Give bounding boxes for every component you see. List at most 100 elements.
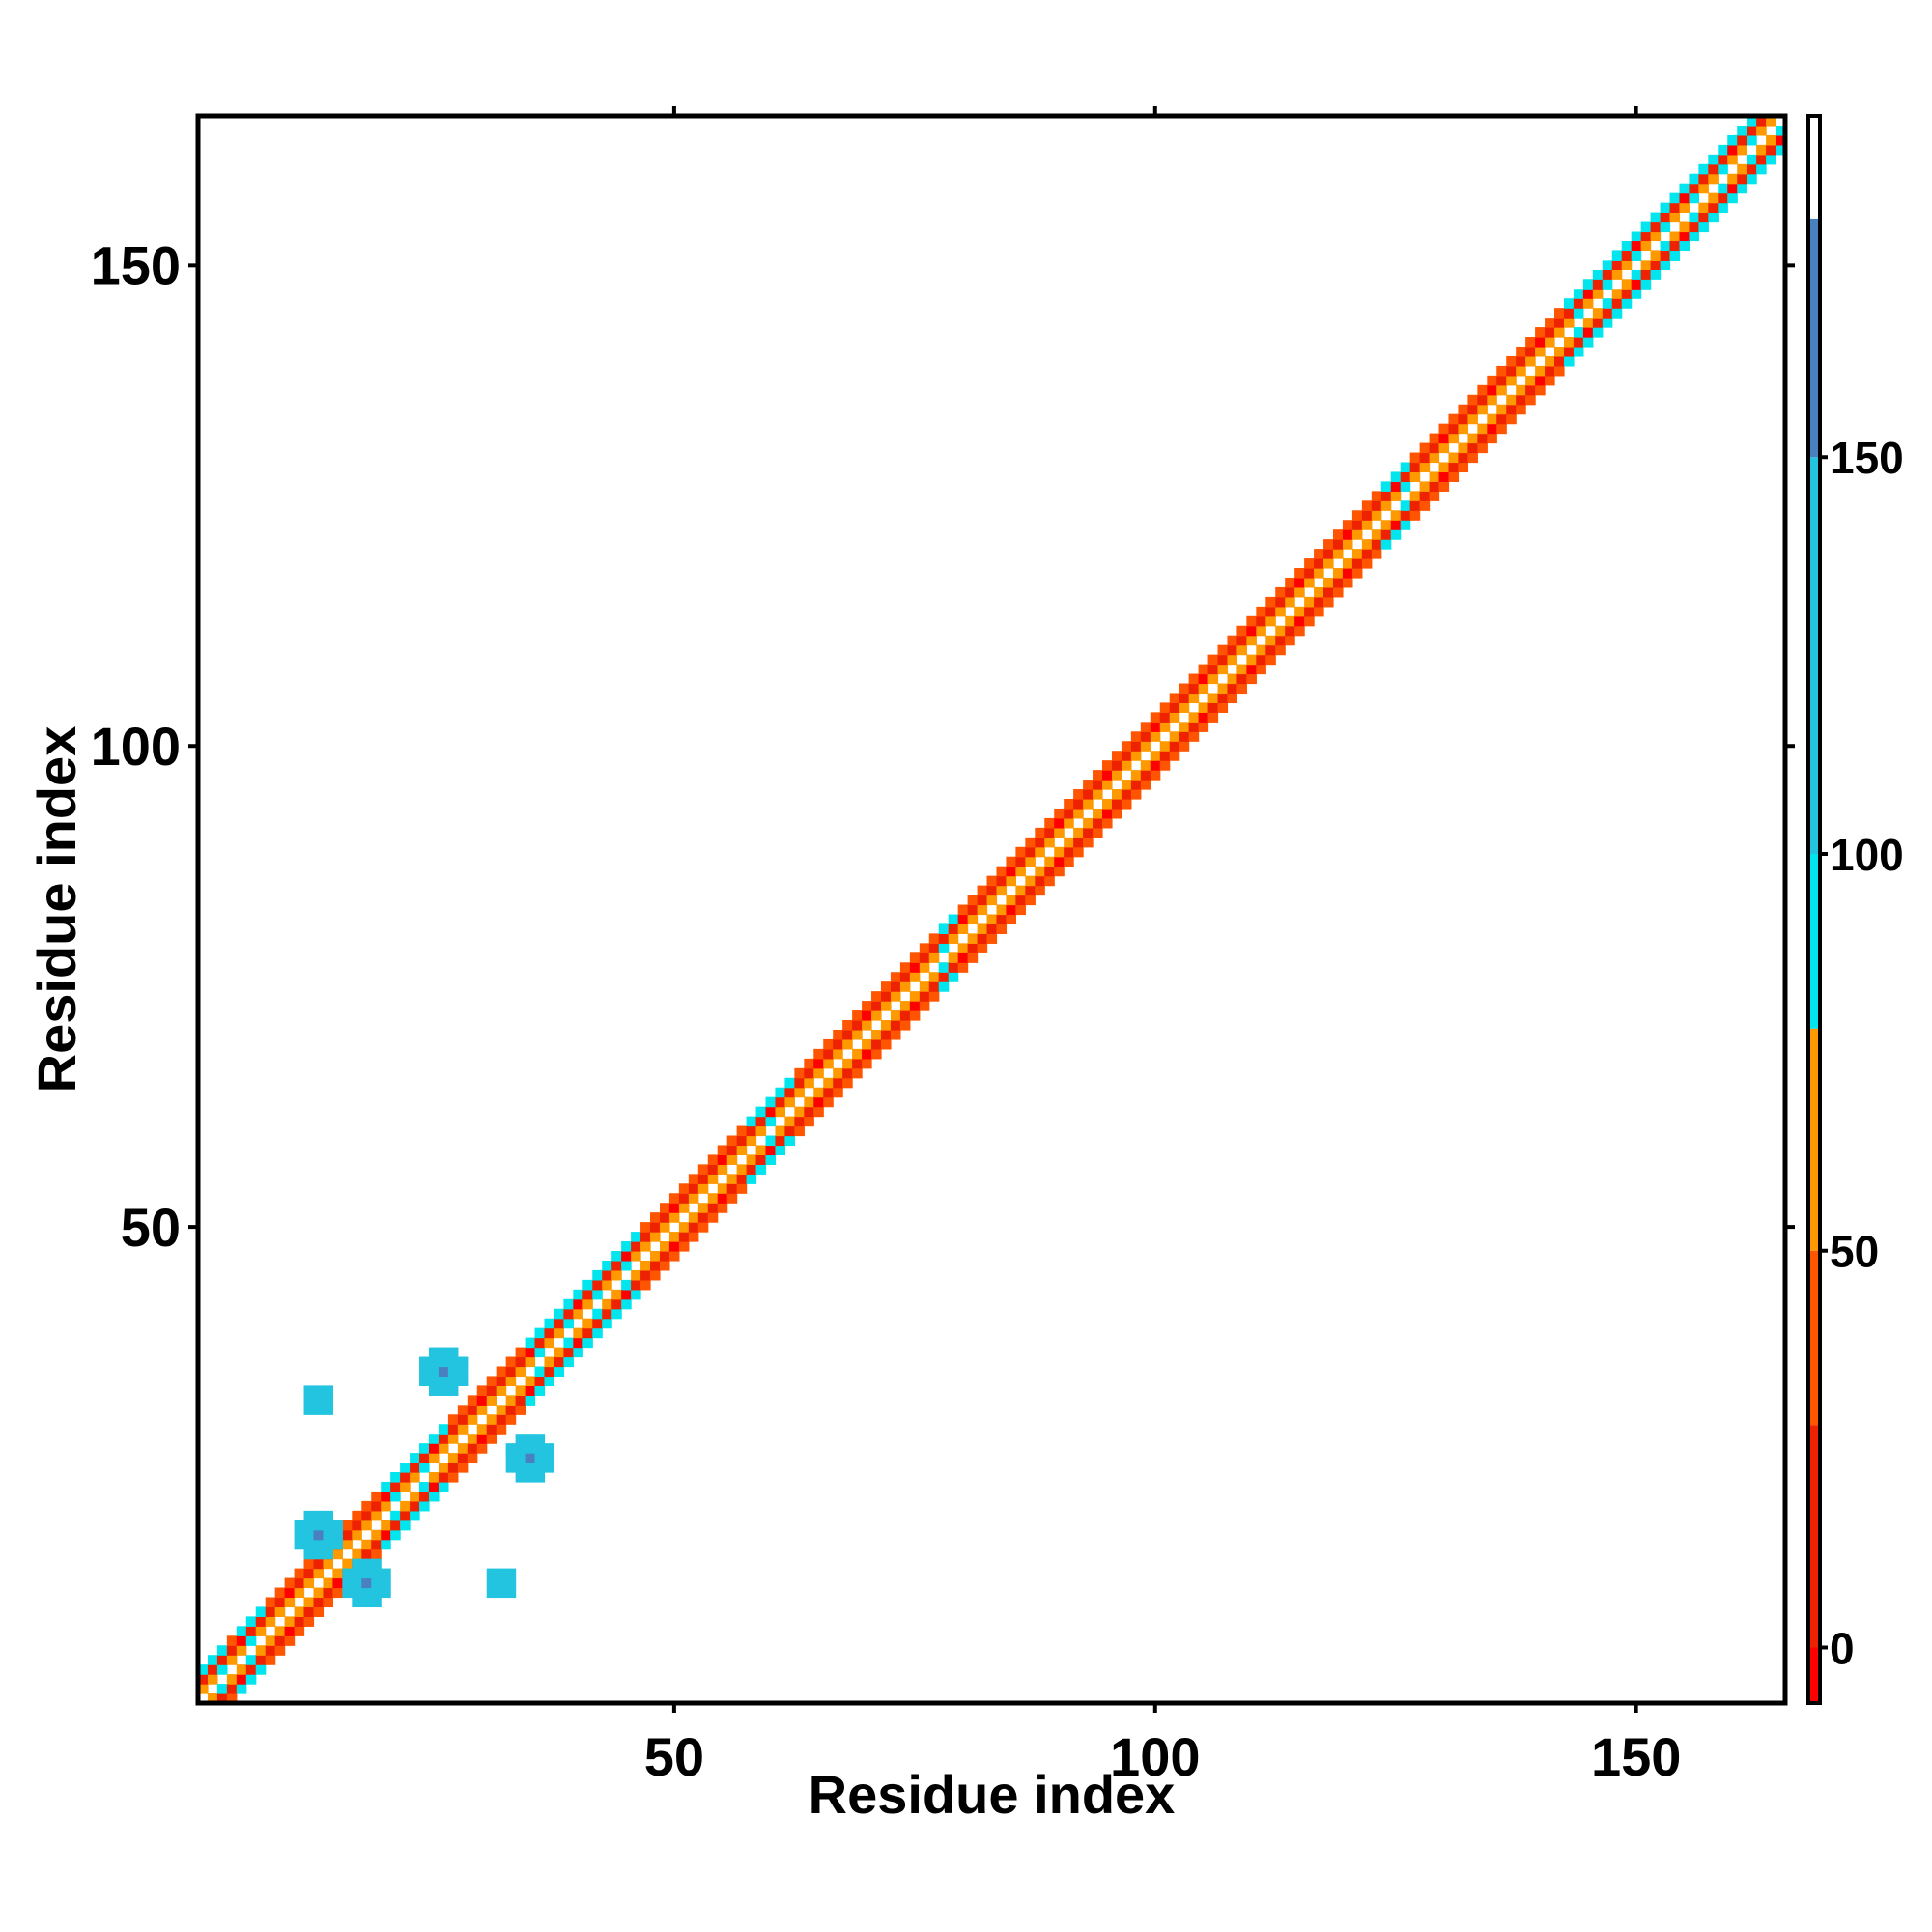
heatmap-cell: [525, 1453, 536, 1463]
heatmap-cell: [1159, 741, 1171, 752]
heatmap-cell: [996, 866, 1008, 877]
x-tick-label: 150: [1591, 1726, 1681, 1787]
heatmap-cell: [804, 1067, 814, 1079]
heatmap-cell: [323, 1577, 334, 1589]
heatmap-cell: [1621, 289, 1633, 299]
heatmap-cell: [1332, 549, 1344, 559]
heatmap-cell: [1419, 462, 1431, 473]
heatmap-cell: [284, 1577, 296, 1589]
heatmap-cell: [525, 1434, 536, 1444]
heatmap-cell: [804, 1116, 814, 1127]
heatmap-cell: [967, 904, 979, 916]
heatmap-cell: [833, 1048, 843, 1060]
heatmap-cell: [332, 1568, 343, 1579]
colorbar-tick-label: 150: [1830, 433, 1904, 483]
heatmap-cell: [476, 1385, 488, 1396]
heatmap-cell: [938, 923, 950, 934]
heatmap-cell: [1294, 577, 1305, 588]
heatmap-cell: [1718, 144, 1728, 156]
heatmap-cell: [313, 1606, 325, 1617]
heatmap-cell: [236, 1664, 247, 1675]
heatmap-cell: [1198, 722, 1209, 732]
heatmap-cell: [1496, 404, 1507, 415]
heatmap-cell: [1554, 308, 1565, 319]
heatmap-cell: [226, 1693, 238, 1704]
heatmap-cell: [659, 1260, 670, 1271]
heatmap-cell: [245, 1655, 257, 1665]
heatmap-cell: [842, 1029, 853, 1040]
heatmap-cell: [1361, 510, 1373, 521]
heatmap-cell: [1006, 904, 1016, 916]
heatmap-cell: [544, 1318, 555, 1329]
heatmap-cell: [928, 933, 940, 944]
heatmap-cell: [1035, 846, 1045, 858]
heatmap-cell: [236, 1635, 247, 1646]
heatmap-cell: [245, 1616, 257, 1627]
heatmap-cell: [1409, 500, 1421, 511]
heatmap-cell: [1083, 827, 1094, 838]
heatmap-cell: [1506, 355, 1517, 367]
heatmap-cell: [1535, 337, 1546, 348]
heatmap-cell: [1621, 298, 1633, 309]
heatmap-cell: [323, 1405, 334, 1415]
heatmap-cell: [1409, 452, 1421, 464]
heatmap-cell: [1332, 568, 1344, 579]
heatmap-cell: [957, 943, 969, 953]
heatmap-cell: [659, 1222, 670, 1233]
heatmap-cell: [1044, 817, 1055, 829]
heatmap-cell: [447, 1453, 459, 1463]
heatmap-cell: [323, 1548, 334, 1560]
heatmap-cell: [371, 1529, 382, 1541]
heatmap-cell: [1477, 442, 1488, 454]
heatmap-cell: [659, 1250, 670, 1262]
heatmap-cell: [707, 1174, 719, 1184]
heatmap-cell: [1380, 529, 1392, 540]
heatmap-cell: [1727, 134, 1738, 146]
heatmap-cell: [496, 1414, 507, 1425]
heatmap-cell: [1747, 134, 1757, 146]
heatmap-cell: [1563, 308, 1575, 319]
heatmap-cell: [226, 1635, 238, 1646]
heatmap-cell: [410, 1510, 420, 1521]
heatmap-cell: [342, 1587, 353, 1599]
colorbar-band: [1808, 1647, 1820, 1703]
heatmap-cell: [948, 952, 959, 963]
heatmap-cell: [361, 1510, 372, 1521]
heatmap-cell: [794, 1106, 805, 1118]
heatmap-cell: [294, 1568, 305, 1579]
heatmap-cell: [1487, 394, 1497, 406]
heatmap-cell: [1236, 664, 1247, 675]
heatmap-cell: [880, 1038, 892, 1050]
heatmap-cell: [332, 1577, 343, 1589]
heatmap-cell: [1121, 789, 1132, 800]
heatmap-cell: [505, 1568, 517, 1579]
heatmap-cell: [688, 1232, 699, 1242]
heatmap-cell: [1159, 712, 1171, 723]
heatmap-cell: [371, 1539, 382, 1550]
heatmap-cell: [544, 1337, 555, 1349]
heatmap-cell: [1064, 846, 1074, 858]
colorbar-tick-label: 0: [1830, 1623, 1855, 1673]
heatmap-cell: [1640, 231, 1652, 242]
heatmap-cell: [1169, 702, 1180, 713]
heatmap-cell: [775, 1145, 786, 1156]
heatmap-cell: [410, 1472, 420, 1483]
heatmap-cell: [486, 1424, 497, 1435]
heatmap-cell: [1332, 539, 1344, 550]
heatmap-cell: [852, 1058, 863, 1069]
heatmap-cell: [1083, 798, 1094, 810]
heatmap-cell: [1525, 337, 1536, 348]
heatmap-cell: [1640, 279, 1652, 290]
heatmap-cell: [236, 1684, 247, 1694]
heatmap-cell: [265, 1597, 276, 1608]
heatmap-cell: [419, 1481, 430, 1492]
heatmap-cell: [476, 1395, 488, 1406]
heatmap-cell: [1400, 481, 1411, 492]
heatmap-cell: [986, 933, 998, 944]
heatmap-cell: [274, 1606, 286, 1617]
heatmap-cell: [842, 1058, 853, 1069]
heatmap-cell: [1227, 673, 1238, 685]
heatmap-cell: [342, 1539, 353, 1550]
heatmap-cell: [1573, 289, 1584, 299]
heatmap-cell: [1487, 413, 1497, 425]
